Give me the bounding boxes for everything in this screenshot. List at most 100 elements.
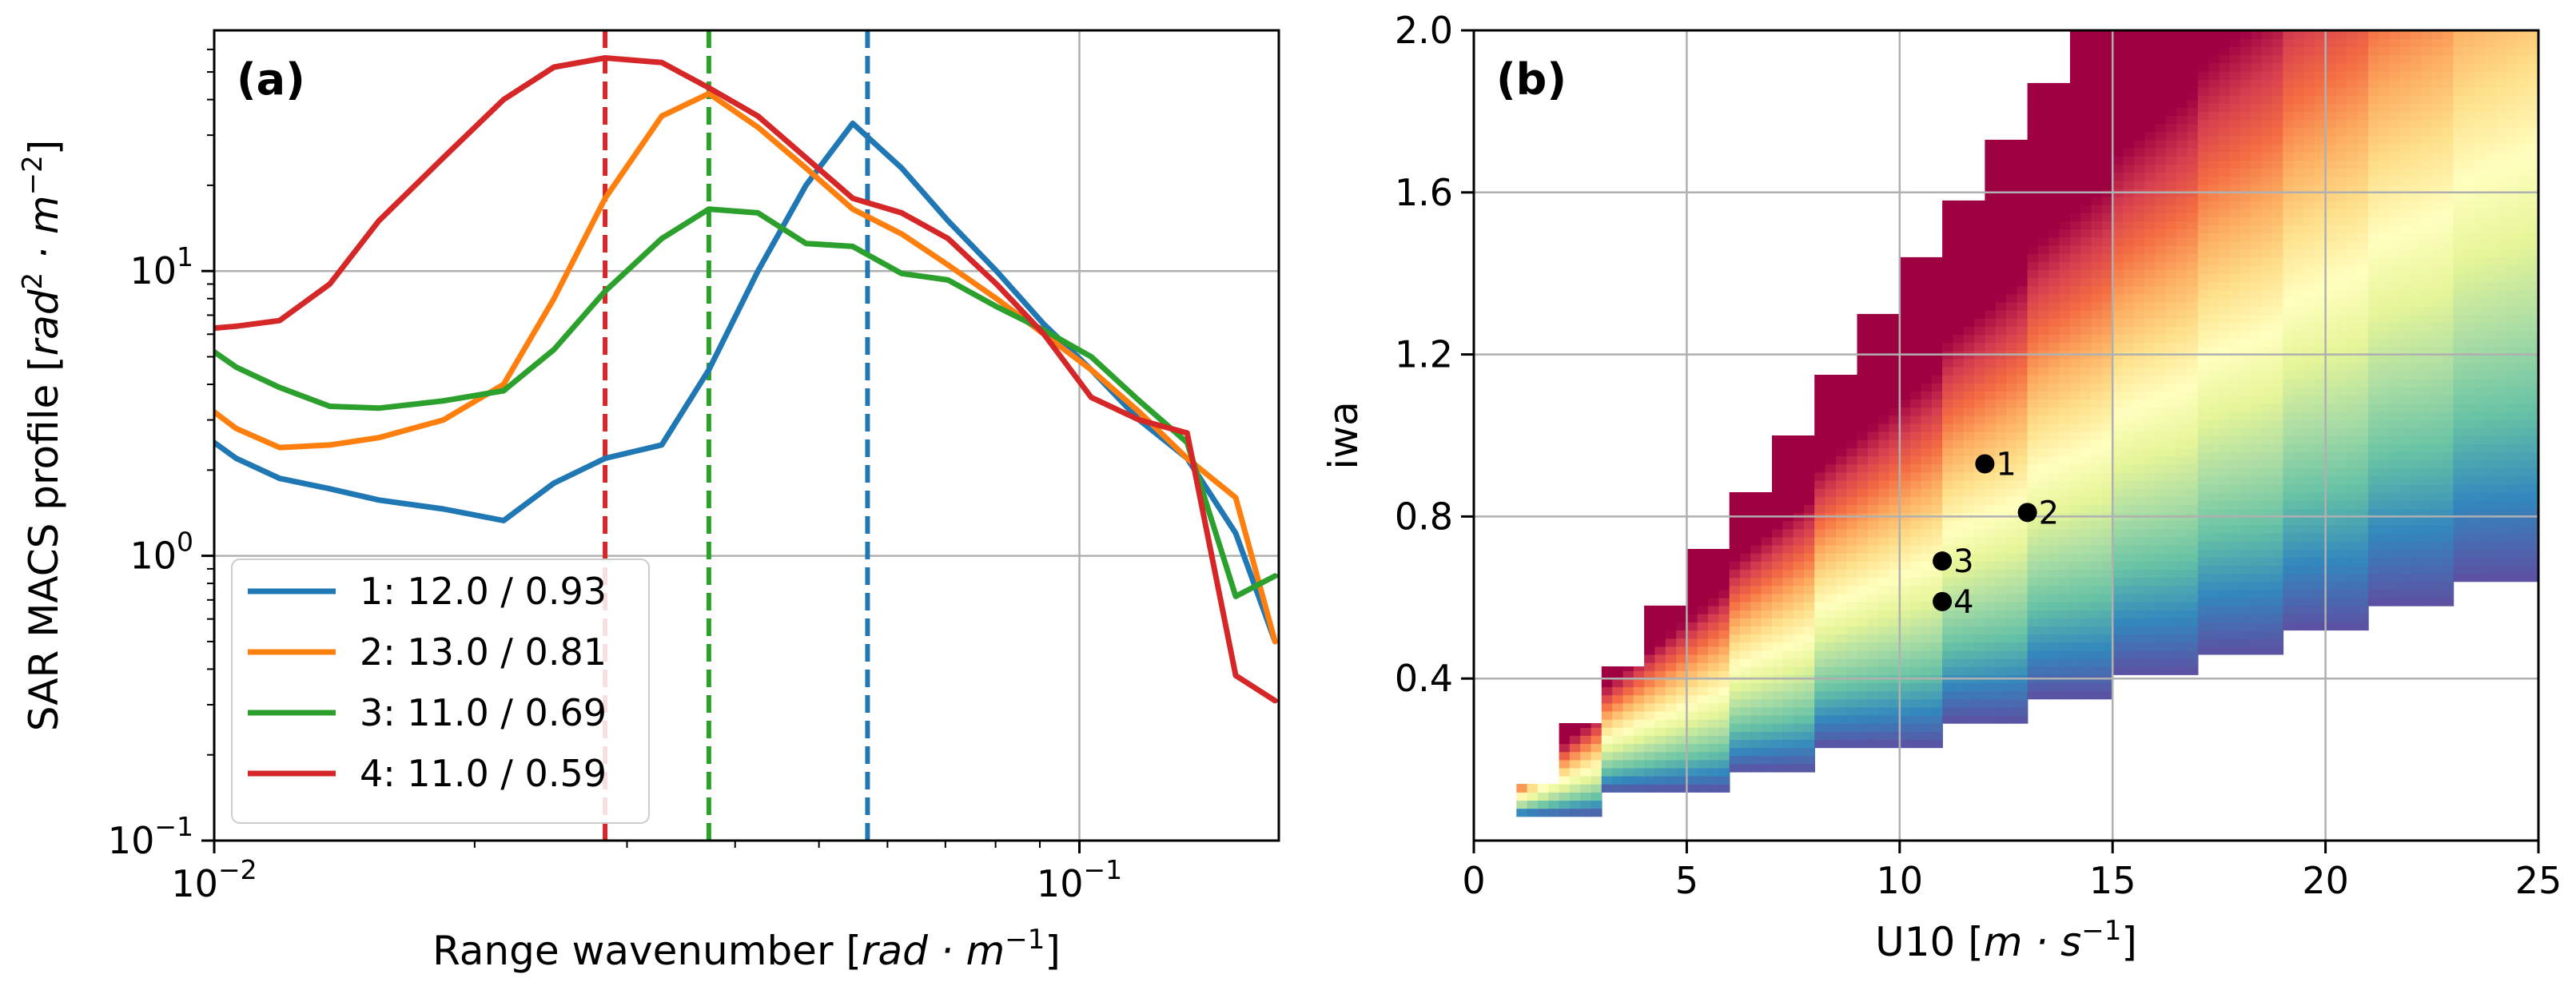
heat-cell bbox=[1740, 723, 1752, 732]
heat-cell bbox=[1580, 808, 1592, 817]
heat-cell bbox=[1921, 293, 1933, 303]
heat-cell bbox=[2347, 313, 2359, 323]
heat-cell bbox=[2101, 82, 2113, 92]
heat-cell bbox=[2101, 261, 2113, 270]
heat-cell bbox=[2155, 156, 2167, 165]
heat-cell bbox=[2219, 435, 2231, 444]
heat-cell bbox=[1889, 593, 1901, 602]
heat-cell bbox=[2240, 346, 2252, 356]
heat-cell bbox=[1835, 399, 1847, 408]
heat-cell bbox=[2229, 281, 2241, 291]
heat-cell bbox=[2304, 467, 2316, 477]
heat-cell bbox=[1654, 614, 1666, 622]
heat-cell bbox=[1921, 496, 1933, 505]
heat-cell bbox=[2367, 459, 2379, 469]
heat-cell bbox=[2017, 610, 2029, 618]
heat-cell bbox=[1857, 528, 1869, 538]
heat-cell bbox=[2027, 229, 2039, 238]
heat-cell bbox=[1665, 735, 1677, 745]
heat-cell bbox=[2112, 601, 2124, 610]
heat-cell bbox=[2165, 610, 2177, 618]
heat-cell bbox=[1825, 471, 1837, 481]
heat-cell bbox=[2335, 557, 2347, 566]
heat-cell bbox=[2443, 379, 2455, 388]
heat-cell bbox=[2133, 148, 2145, 157]
heat-cell bbox=[2443, 95, 2455, 104]
heat-cell bbox=[1697, 662, 1709, 671]
heat-cell bbox=[1825, 723, 1837, 732]
heat-cell bbox=[2080, 399, 2092, 408]
heat-cell bbox=[2208, 184, 2220, 193]
heat-cell bbox=[1803, 520, 1815, 530]
heat-cell bbox=[2048, 553, 2060, 562]
heat-cell bbox=[2091, 180, 2103, 189]
heat-cell bbox=[1878, 528, 1890, 538]
heat-cell bbox=[2325, 144, 2337, 153]
heat-cell bbox=[1995, 229, 2007, 238]
heat-cell bbox=[2421, 233, 2433, 242]
heat-cell bbox=[1644, 694, 1656, 704]
heat-cell bbox=[2389, 516, 2401, 526]
heat-cell bbox=[2411, 443, 2423, 452]
heat-cell bbox=[2399, 459, 2411, 469]
heat-cell bbox=[1633, 702, 1645, 712]
heat-cell bbox=[1718, 605, 1730, 614]
heat-cell bbox=[2155, 479, 2167, 489]
heat-cell bbox=[2133, 66, 2145, 76]
heat-cell bbox=[1985, 407, 1997, 416]
heat-cell bbox=[1910, 358, 1922, 368]
heat-cell bbox=[1867, 634, 1879, 643]
heat-cell bbox=[2431, 313, 2443, 323]
heat-cell bbox=[1644, 638, 1656, 647]
heat-cell bbox=[2144, 164, 2156, 173]
heat-cell bbox=[1963, 269, 1975, 278]
heat-cell bbox=[2006, 569, 2018, 579]
heat-cell bbox=[2335, 127, 2347, 137]
heat-cell bbox=[2453, 467, 2465, 477]
heat-cell bbox=[1878, 431, 1890, 440]
heat-cell bbox=[1793, 585, 1805, 594]
heat-cell bbox=[1953, 658, 1965, 667]
heat-cell bbox=[1729, 755, 1741, 765]
heat-cell bbox=[2293, 119, 2305, 129]
heat-cell bbox=[1899, 698, 1911, 708]
heat-cell bbox=[1825, 706, 1837, 716]
heat-cell bbox=[2431, 565, 2443, 575]
heat-cell bbox=[2112, 463, 2124, 473]
heat-cell bbox=[2283, 87, 2295, 96]
heat-cell bbox=[1644, 759, 1656, 769]
heat-cell bbox=[1921, 269, 1933, 278]
heat-cell bbox=[1985, 221, 1997, 230]
heat-cell bbox=[2367, 30, 2379, 39]
heat-cell bbox=[2411, 549, 2423, 558]
heat-cell bbox=[2272, 475, 2284, 485]
heat-cell bbox=[1676, 678, 1688, 688]
heat-cell bbox=[2335, 354, 2347, 364]
heat-cell bbox=[2335, 395, 2347, 404]
heat-cell bbox=[1995, 326, 2007, 335]
heat-cell bbox=[2453, 508, 2465, 518]
heat-cell bbox=[2187, 245, 2199, 254]
heat-cell bbox=[2197, 395, 2209, 404]
heat-cell bbox=[2006, 593, 2018, 602]
heat-cell bbox=[2006, 666, 2018, 675]
heat-cell bbox=[2251, 475, 2263, 485]
heat-cell bbox=[2453, 395, 2465, 404]
heat-cell bbox=[1527, 800, 1539, 809]
heat-cell bbox=[1899, 261, 1911, 270]
heat-cell bbox=[1644, 775, 1656, 785]
heat-cell bbox=[1644, 686, 1656, 696]
heat-cell bbox=[2421, 379, 2433, 388]
heat-cell bbox=[2208, 322, 2220, 331]
heat-cell bbox=[1985, 301, 1997, 311]
heat-cell bbox=[2027, 156, 2039, 165]
heat-cell bbox=[2283, 573, 2295, 582]
heat-cell bbox=[2335, 605, 2347, 614]
heat-cell bbox=[2240, 589, 2252, 598]
heat-cell bbox=[2219, 500, 2231, 509]
heat-cell bbox=[1931, 431, 1943, 440]
heat-cell bbox=[2069, 642, 2081, 651]
heat-cell bbox=[1910, 496, 1922, 505]
heat-cell bbox=[2283, 225, 2295, 234]
heat-cell bbox=[1942, 269, 1954, 278]
